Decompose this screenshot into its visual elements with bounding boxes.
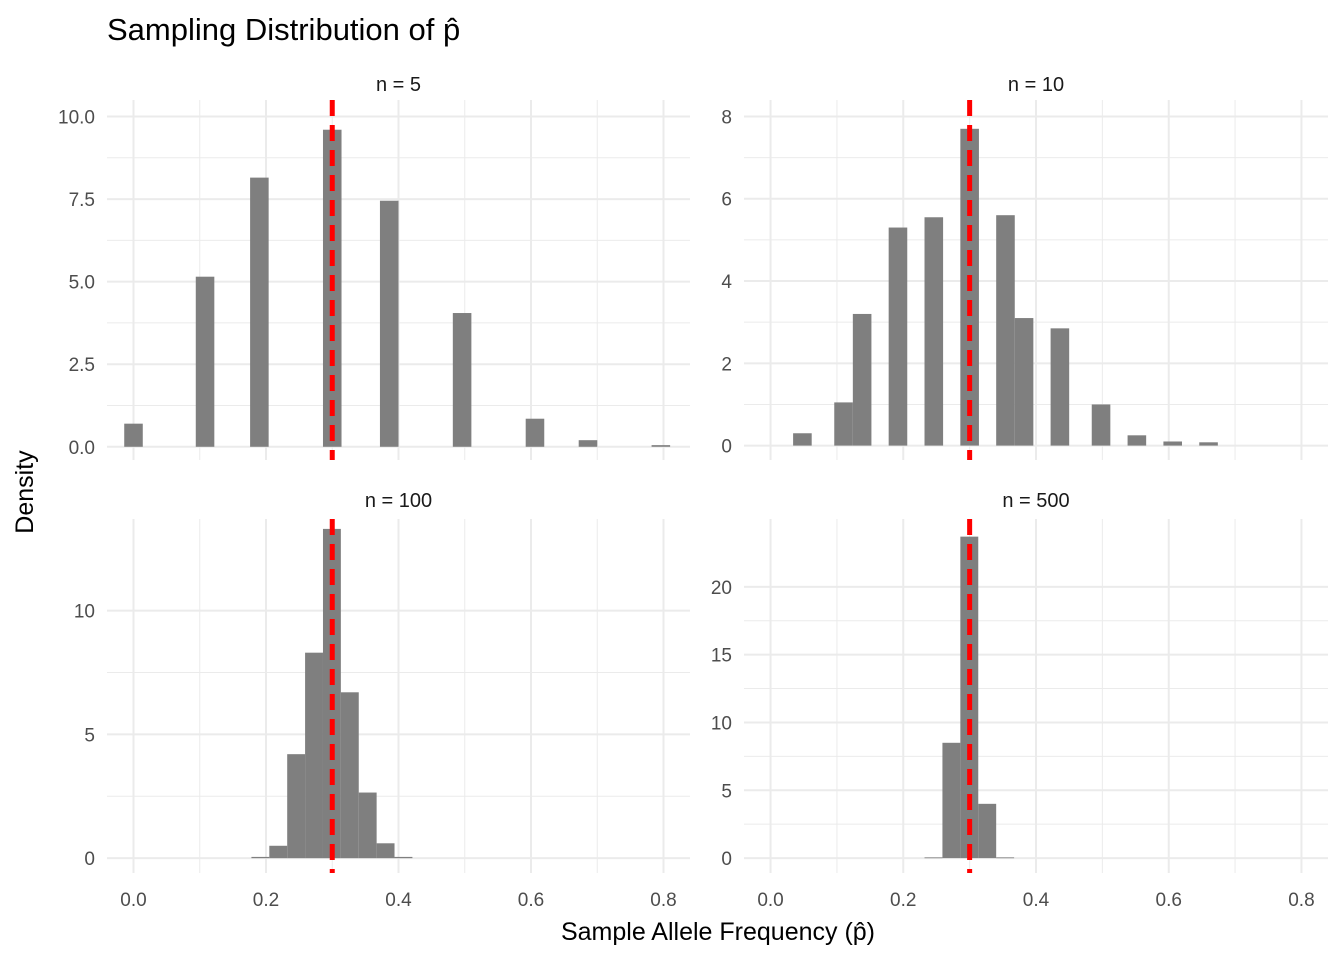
y-tick-label: 20 [711, 578, 732, 599]
x-tick-label: 0.8 [1288, 890, 1314, 911]
histogram-bar [250, 177, 269, 447]
y-tick-label: 5 [84, 725, 95, 746]
histogram-bar [322, 528, 341, 859]
histogram-bar [996, 857, 1015, 859]
facet-label: n = 100 [365, 490, 432, 512]
y-tick-label: 0 [721, 437, 732, 458]
histogram-bar [834, 402, 853, 446]
facet-panel-1: n = 5 0.0 2.5 5.0 7.5 10.0 [58, 74, 690, 460]
histogram-bar [452, 313, 472, 447]
x-tick-label: 0.8 [650, 890, 676, 911]
histogram-bar [852, 313, 872, 446]
histogram-bar [578, 440, 598, 447]
histogram-bar [1014, 318, 1034, 446]
histogram-bar [269, 845, 288, 859]
histogram-bar [379, 200, 399, 447]
histogram-bar [651, 445, 671, 447]
facet-panel-4: n = 500 0 5 10 15 20 0.0 0.2 0.4 0.6 0.8 [711, 490, 1328, 911]
y-tick-label: 10.0 [58, 108, 95, 129]
y-tick-label: 7.5 [69, 190, 95, 211]
facet-panel-2: n = 10 0 2 4 6 8 [721, 74, 1328, 460]
chart-title: Sampling Distribution of p̂ [107, 12, 460, 47]
y-tick-label: 5.0 [69, 273, 95, 294]
x-tick-label: 0.2 [253, 890, 279, 911]
histogram-bar [251, 856, 270, 859]
histogram-bar [1199, 442, 1218, 446]
histogram-bar [1091, 404, 1111, 446]
x-tick-label: 0.4 [385, 890, 412, 911]
y-tick-label: 0.0 [69, 438, 95, 459]
histogram-bar [924, 217, 944, 446]
histogram-bar [358, 792, 377, 859]
histogram-bar [978, 803, 997, 859]
y-tick-label: 0 [84, 849, 95, 870]
x-tick-label: 0.2 [890, 890, 916, 911]
histogram-bar [1163, 441, 1182, 446]
histogram-bar [1127, 435, 1147, 446]
histogram-bar [996, 215, 1015, 446]
histogram-bar [195, 276, 215, 447]
y-tick-label: 8 [721, 107, 732, 128]
facet-label: n = 5 [376, 74, 421, 96]
histogram-bar [888, 227, 908, 446]
histogram-bar [793, 433, 812, 446]
facet-label: n = 10 [1008, 74, 1064, 96]
x-tick-label: 0.0 [757, 890, 783, 911]
facet-label: n = 500 [1002, 490, 1069, 512]
histogram-bar [376, 843, 395, 859]
x-tick-label: 0.6 [1156, 890, 1182, 911]
y-tick-label: 6 [721, 190, 732, 211]
histogram-bar [340, 692, 359, 859]
histogram-bar [525, 418, 545, 447]
histogram-bar [942, 742, 961, 859]
y-tick-label: 15 [711, 646, 732, 667]
x-tick-label: 0.4 [1023, 890, 1050, 911]
y-tick-label: 0 [721, 849, 732, 870]
y-tick-label: 10 [74, 602, 95, 623]
y-tick-label: 5 [721, 781, 732, 802]
y-axis-title: Density [11, 450, 39, 534]
x-tick-label: 0.6 [518, 890, 544, 911]
x-tick-label: 0.0 [120, 890, 146, 911]
y-tick-label: 2.5 [69, 355, 95, 376]
histogram-bar [305, 652, 323, 859]
x-axis-title: Sample Allele Frequency (p̂) [561, 918, 875, 946]
y-tick-label: 2 [721, 354, 732, 375]
y-tick-label: 10 [711, 713, 732, 734]
y-tick-label: 4 [721, 272, 732, 293]
histogram-bar [287, 754, 306, 859]
histogram-bar [394, 856, 413, 859]
histogram-bar [124, 423, 143, 447]
facet-panel-3: n = 100 0 5 10 0.0 0.2 0.4 0.6 0.8 [74, 490, 690, 911]
histogram-bar [924, 857, 943, 859]
histogram-bar [1050, 328, 1070, 446]
